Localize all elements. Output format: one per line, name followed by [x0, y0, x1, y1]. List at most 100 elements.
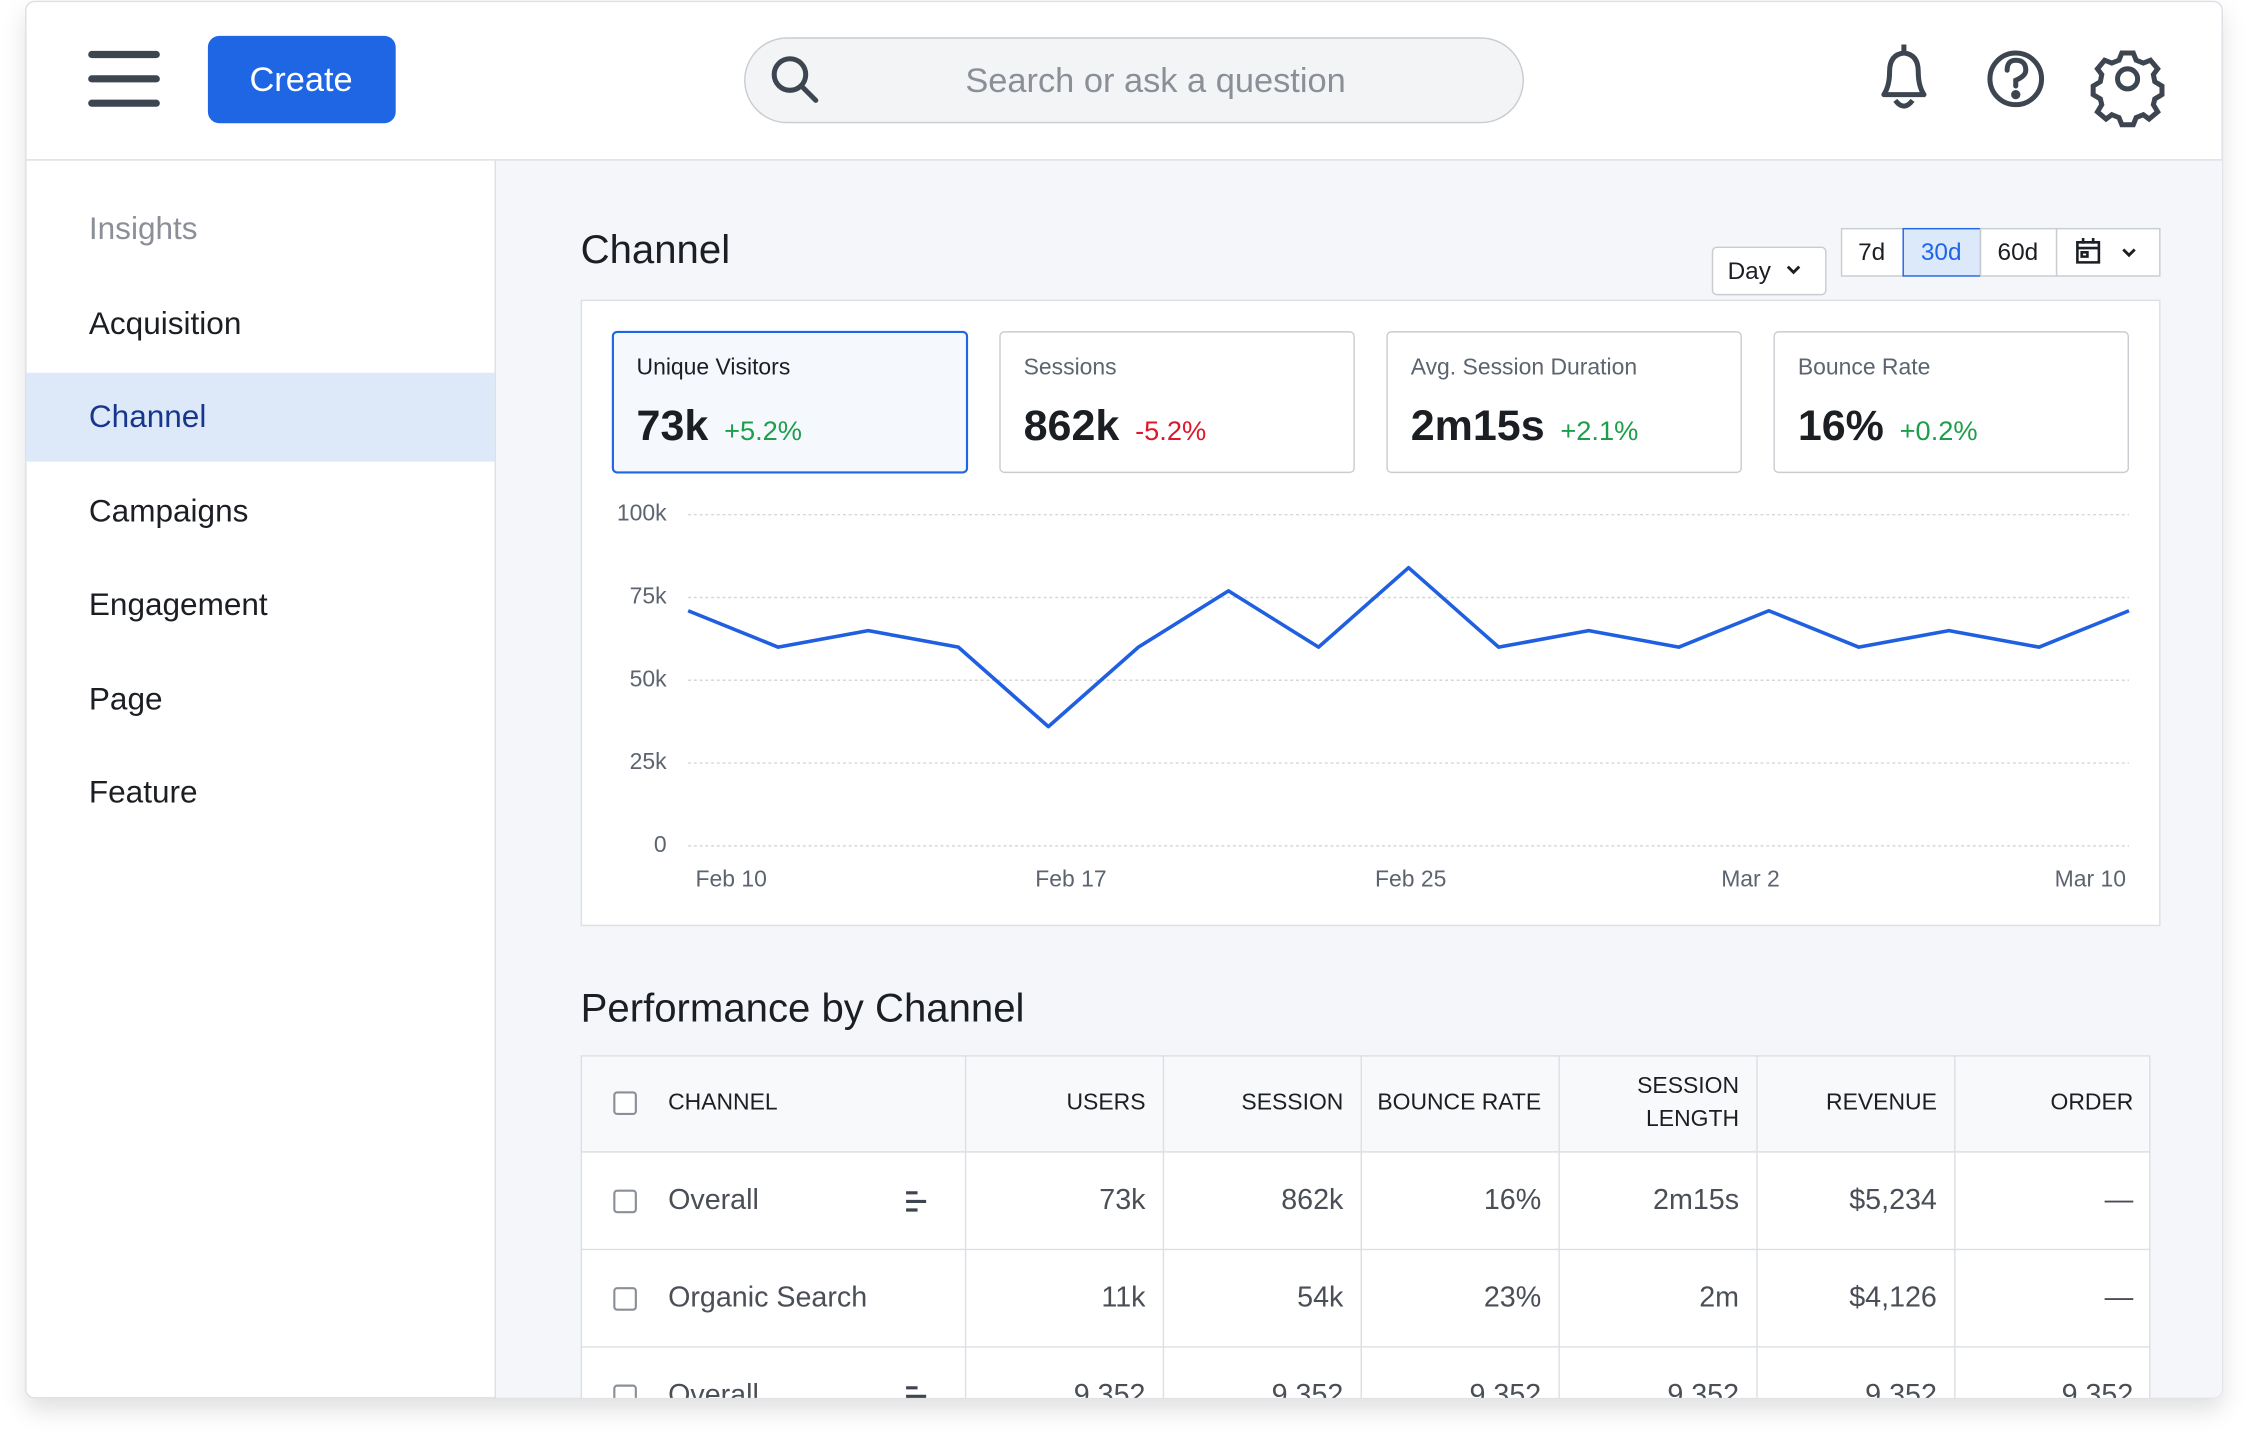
table-cell: Organic Search — [668, 1281, 867, 1313]
create-label: Create — [249, 61, 352, 99]
column-header[interactable]: USERS — [1067, 1088, 1146, 1114]
column-header[interactable]: SESSION — [1637, 1072, 1739, 1098]
search-placeholder: Search or ask a question — [965, 62, 1345, 100]
metric-card[interactable] — [999, 331, 1355, 474]
metric-card[interactable] — [611, 330, 969, 474]
table-cell: 23% — [1484, 1281, 1541, 1313]
metric-change: +0.2% — [1900, 415, 1978, 446]
checkbox[interactable] — [613, 1189, 637, 1214]
sort-icon[interactable] — [906, 1191, 927, 1212]
range-button[interactable] — [1979, 227, 2058, 277]
notifications-icon[interactable] — [1881, 44, 1927, 109]
create-button[interactable] — [207, 35, 396, 124]
table-cell: 16% — [1484, 1184, 1541, 1216]
line-series — [687, 565, 2130, 729]
table-cell: 73k — [1099, 1184, 1146, 1216]
metric-label: Sessions — [1024, 354, 1117, 380]
x-tick-label: Mar 2 — [1721, 865, 1780, 891]
table-cell: 2m — [1699, 1281, 1739, 1313]
table-cell: 2m15s — [1653, 1184, 1739, 1216]
range-label: 60d — [1998, 239, 2039, 266]
table-cell: Overall — [668, 1379, 759, 1411]
checkbox[interactable] — [613, 1287, 637, 1311]
sidebar-item[interactable]: Acquisition — [89, 305, 241, 341]
sidebar-section: Insights — [89, 210, 198, 246]
y-tick-label: 0 — [654, 831, 667, 857]
metric-card[interactable] — [1773, 331, 2129, 474]
column-header[interactable]: REVENUE — [1826, 1088, 1937, 1114]
column-header[interactable]: CHANNEL — [668, 1088, 778, 1114]
table-cell: 54k — [1297, 1281, 1344, 1313]
y-tick-label: 75k — [630, 583, 667, 609]
metric-value: 73k — [637, 402, 709, 450]
table-header-bg — [580, 1055, 2151, 1153]
granularity-label: Day — [1728, 258, 1772, 285]
help-icon[interactable] — [1987, 50, 2045, 108]
menu-button[interactable] — [88, 50, 160, 107]
column-header[interactable]: SESSION — [1241, 1088, 1343, 1114]
metric-change: -5.2% — [1135, 415, 1206, 446]
chevron — [1786, 265, 1801, 275]
table-cell: 9,352 — [1074, 1379, 1146, 1411]
search-box[interactable] — [744, 37, 1524, 124]
table-cell: 9,352 — [1667, 1379, 1739, 1411]
sidebar: Insights Acquisition Channel Campaigns Enga… — [25, 210, 495, 810]
column-header[interactable]: BOUNCE RATE — [1377, 1088, 1541, 1114]
table-cell: $5,234 — [1849, 1184, 1937, 1216]
column-header[interactable]: ORDER — [2051, 1088, 2134, 1114]
app: Create Search or ask a question Insights… — [25, 35, 2223, 1411]
metric-change: +2.1% — [1560, 415, 1638, 446]
x-tick-label: Feb 10 — [695, 865, 766, 891]
sidebar-item[interactable]: Feature — [89, 774, 198, 810]
sidebar-item[interactable]: Campaigns — [89, 493, 249, 529]
table-cell: 9,352 — [1469, 1379, 1541, 1411]
y-tick-label: 100k — [617, 500, 667, 526]
granularity-select[interactable] — [1711, 246, 1827, 296]
metric-label: Avg. Session Duration — [1411, 354, 1637, 380]
chevron — [2122, 248, 2136, 258]
metric-value: 2m15s — [1411, 402, 1545, 450]
table-cell: 9,352 — [1865, 1379, 1937, 1411]
table-body-bg — [580, 1151, 2151, 1398]
range-button[interactable] — [1902, 227, 1982, 277]
table-cell: 9,352 — [1272, 1379, 1344, 1411]
range-label: 30d — [1921, 239, 1962, 266]
table-title: Performance by Channel — [581, 985, 1025, 1030]
page-title: Channel — [581, 227, 730, 272]
calendar-button[interactable] — [2055, 227, 2161, 277]
range-label: 7d — [1858, 239, 1885, 266]
table-cell: 11k — [1101, 1281, 1146, 1313]
x-tick-label: Mar 10 — [2055, 865, 2126, 891]
y-tick-label: 50k — [630, 665, 667, 691]
range-button[interactable] — [1840, 227, 1904, 277]
sort-icon[interactable] — [906, 1386, 927, 1405]
checkbox[interactable] — [613, 1091, 637, 1116]
table-cell: $4,126 — [1849, 1281, 1937, 1313]
table-cell: Overall — [668, 1184, 759, 1216]
metric-label: Bounce Rate — [1798, 354, 1931, 380]
checkbox[interactable] — [613, 1384, 637, 1408]
metric-value: 16% — [1798, 402, 1884, 450]
main: Channel Day Performance by Channel 7d 30d… — [580, 227, 2161, 1411]
metric-change: +5.2% — [724, 415, 802, 446]
metric-value: 862k — [1024, 402, 1120, 450]
table-cell: 862k — [1281, 1184, 1344, 1216]
table-cell: — — [2105, 1184, 2134, 1216]
search-icon — [771, 56, 819, 103]
calendar-icon — [2076, 237, 2101, 264]
column-header[interactable]: LENGTH — [1646, 1105, 1739, 1131]
metric-label: Unique Visitors — [637, 354, 791, 380]
sidebar-item[interactable]: Engagement — [89, 586, 268, 622]
metric-card[interactable] — [1386, 331, 1742, 474]
sidebar-active — [25, 372, 495, 462]
x-tick-label: Feb 25 — [1375, 865, 1446, 891]
sidebar-item[interactable]: Channel — [89, 398, 206, 434]
table-cell: — — [2105, 1281, 2134, 1313]
y-tick-label: 25k — [630, 748, 667, 774]
x-tick-label: Feb 17 — [1035, 865, 1106, 891]
sidebar-item[interactable]: Page — [89, 680, 163, 716]
table-cell: 9,352 — [2062, 1379, 2134, 1411]
settings-icon[interactable] — [2090, 50, 2165, 128]
